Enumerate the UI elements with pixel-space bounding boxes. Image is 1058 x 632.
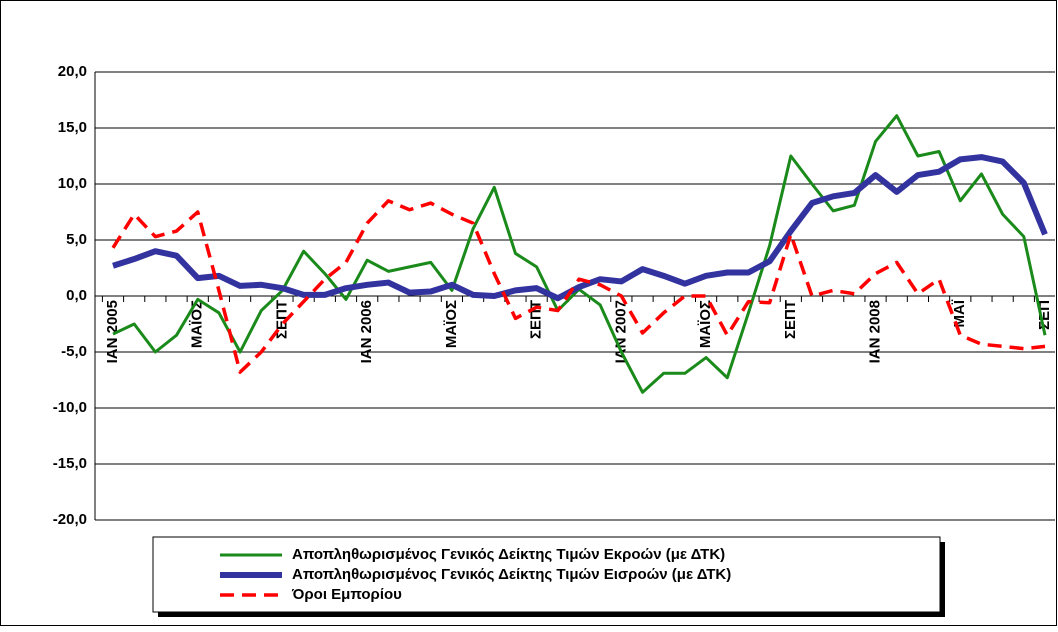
series-line (112, 154, 1048, 302)
x-tick-label: ΜΑΪ (951, 299, 968, 327)
y-tick-label: 10,0 (58, 175, 87, 192)
legend (152, 536, 941, 613)
y-tick-label: -15,0 (53, 455, 87, 472)
series-line (111, 199, 1046, 374)
x-tick-label: ΙΑΝ 2006 (358, 300, 375, 363)
x-tick-label: ΜΑΪΟΣ (443, 300, 460, 348)
x-tick-label: ΜΑΪΟΣ (189, 300, 206, 348)
y-tick-label: -5,0 (61, 343, 87, 360)
y-tick-label: -10,0 (53, 399, 87, 416)
y-tick-label: 20,0 (58, 63, 87, 80)
x-tick-label: ΙΑΝ 2008 (867, 300, 884, 363)
legend-label: Όροι Εμπορίου (291, 586, 402, 603)
legend-label: Αποπληθωρισμένος Γενικός Δείκτης Τιμών Ε… (292, 566, 731, 583)
y-tick-label: 0,0 (66, 287, 87, 304)
x-tick-label: ΣΕΠΤ (782, 300, 799, 339)
x-tick-label: ΙΑΝ 2007 (612, 300, 629, 363)
y-tick-label: -20,0 (53, 511, 87, 528)
y-tick-label: 15,0 (58, 119, 87, 136)
legend-label: Αποπληθωρισμένος Γενικός Δείκτης Τιμών Ε… (292, 546, 725, 563)
y-tick-label: 5,0 (66, 231, 87, 248)
x-tick-label: ΙΑΝ 2005 (104, 300, 121, 363)
x-tick-label: ΜΑΪΟΣ (697, 300, 714, 348)
